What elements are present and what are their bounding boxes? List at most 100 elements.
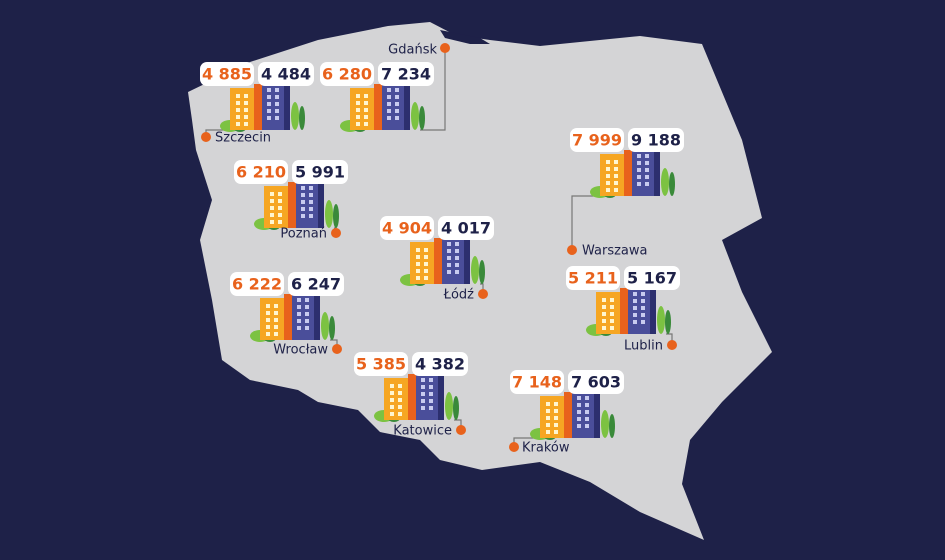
building-navy-side (650, 288, 656, 334)
badge (628, 128, 684, 152)
window (270, 220, 274, 224)
city-name: Lublin (624, 339, 663, 354)
window (305, 298, 309, 302)
value-orange: 6 222 (232, 275, 282, 294)
badge (230, 272, 284, 296)
value-navy: 5 991 (295, 163, 345, 182)
window (390, 405, 394, 409)
window (585, 403, 589, 407)
window (301, 214, 305, 218)
window (554, 423, 558, 427)
window (266, 318, 270, 322)
badge (200, 62, 254, 86)
window (398, 412, 402, 416)
window (395, 109, 399, 113)
building-orange (540, 396, 564, 438)
city-dot (331, 228, 341, 238)
window (610, 326, 614, 330)
tree (669, 172, 675, 196)
window (554, 409, 558, 413)
window (606, 188, 610, 192)
city-dot (667, 340, 677, 350)
tree (419, 106, 425, 130)
building-orange-side (408, 374, 416, 420)
window (606, 181, 610, 185)
window (637, 175, 641, 179)
city-name: Katowice (393, 424, 452, 439)
window (546, 409, 550, 413)
window (297, 305, 301, 309)
badge (510, 370, 564, 394)
window (447, 256, 451, 260)
window (546, 416, 550, 420)
window (585, 410, 589, 414)
building-orange-side (434, 238, 442, 284)
window (390, 384, 394, 388)
window (356, 108, 360, 112)
window (356, 101, 360, 105)
window (244, 108, 248, 112)
building-orange (410, 242, 434, 284)
window (554, 402, 558, 406)
window (416, 248, 420, 252)
tree (325, 200, 333, 228)
value-navy: 4 382 (415, 355, 465, 374)
window (577, 417, 581, 421)
window (275, 109, 279, 113)
window (614, 160, 618, 164)
window (429, 399, 433, 403)
window (554, 430, 558, 434)
window (356, 94, 360, 98)
window (364, 94, 368, 98)
city-marker: 6 222 6 247 Wrocław (230, 272, 344, 358)
window (641, 320, 645, 324)
badge (258, 62, 314, 86)
window (266, 304, 270, 308)
window (645, 154, 649, 158)
value-navy: 4 484 (261, 65, 311, 84)
city-name: Kraków (522, 441, 570, 456)
window (602, 312, 606, 316)
window (455, 270, 459, 274)
window (390, 412, 394, 416)
building-navy (416, 372, 438, 420)
window (356, 122, 360, 126)
window (297, 298, 301, 302)
building-orange-side (254, 84, 262, 130)
window (305, 326, 309, 330)
badge (412, 352, 468, 376)
building-navy-side (314, 294, 320, 340)
window (395, 116, 399, 120)
city-name: Warszawa (582, 244, 648, 259)
window (278, 206, 282, 210)
building-navy (262, 82, 284, 130)
window (637, 161, 641, 165)
city-dot (509, 442, 519, 452)
building-navy-side (284, 84, 290, 130)
window (424, 262, 428, 266)
window (610, 319, 614, 323)
value-orange: 6 210 (236, 163, 286, 182)
window (244, 115, 248, 119)
building-navy-side (594, 392, 600, 438)
window (633, 292, 637, 296)
window (395, 102, 399, 106)
window (641, 306, 645, 310)
building-orange-side (284, 294, 292, 340)
window (309, 214, 313, 218)
city-name: Szczecin (215, 131, 271, 146)
window (577, 410, 581, 414)
window (447, 263, 451, 267)
tree (299, 106, 305, 130)
city-marker: 7 148 7 603 Kraków (509, 370, 624, 456)
value-navy: 7 603 (571, 373, 621, 392)
window (416, 262, 420, 266)
window (387, 95, 391, 99)
window (387, 102, 391, 106)
window (270, 206, 274, 210)
window (270, 199, 274, 203)
window (309, 193, 313, 197)
building-orange (230, 88, 254, 130)
window (645, 182, 649, 186)
building-orange-side (374, 84, 382, 130)
